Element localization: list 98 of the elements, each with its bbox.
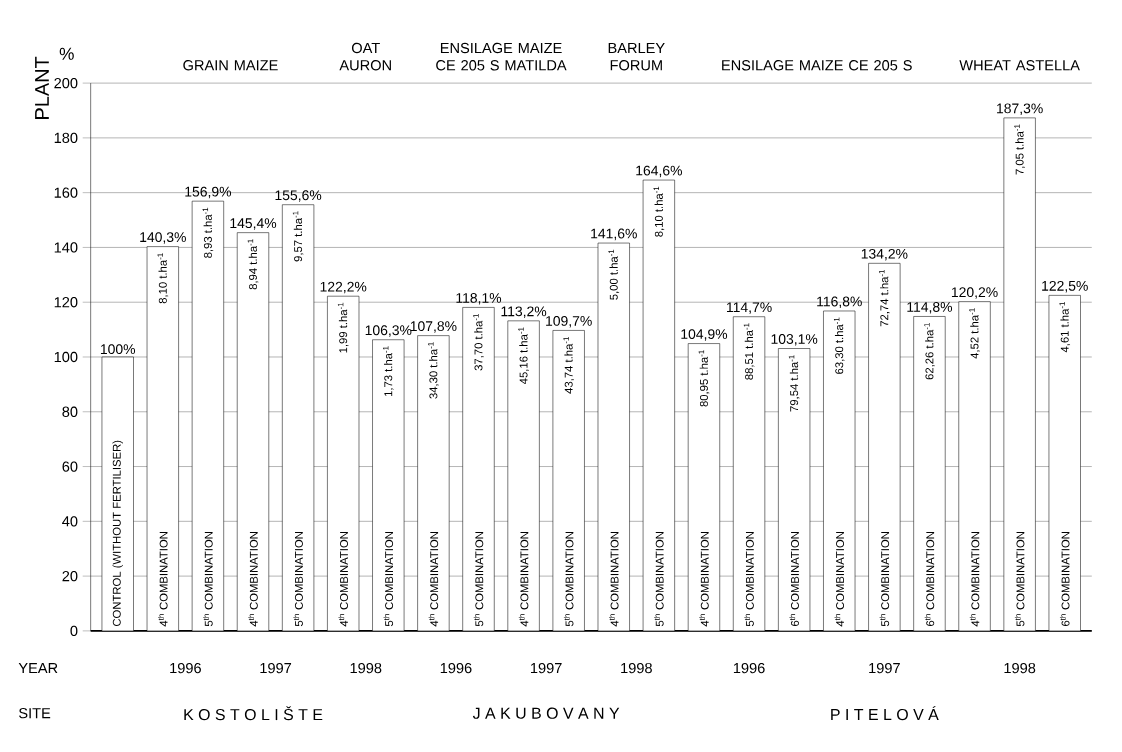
y-tick-label: 180	[54, 132, 78, 144]
annotation: 37,70 t.ha$^{-1}$	[473, 314, 484, 371]
annotation: 8,10 t.ha$^{-1}$	[157, 253, 169, 304]
text: PLANT	[35, 56, 49, 119]
x-tick-label: 5$^{th}$ COMBINATION	[293, 532, 303, 627]
x-tick-label: 4$^{th}$ COMBINATION	[518, 532, 529, 627]
annotation: 1,99 t.ha$^{-1}$	[337, 302, 349, 353]
text: 1997	[260, 663, 292, 674]
text: 1997	[869, 663, 900, 674]
annotation: 8,10 t.ha$^{-1}$	[653, 186, 665, 237]
text: ENSILAGE MAIZE CE 205 S	[722, 60, 912, 71]
annotation: 34,30 t.ha$^{-1}$	[428, 342, 439, 399]
data-label: 155,6%	[275, 190, 322, 202]
text: BARLEY FORUM	[608, 43, 665, 71]
x-tick-label: 4$^{th}$ COMBINATION	[248, 532, 258, 627]
data-label: 134,2%	[861, 249, 908, 261]
text: GRAIN MAIZE	[183, 60, 278, 71]
x-tick-label: 4$^{th}$ COMBINATION	[608, 532, 619, 627]
y-tick-label: 60	[62, 461, 78, 472]
data-label: 187,3%	[997, 103, 1043, 116]
data-label: 156,9%	[185, 186, 232, 199]
data-label: 141,6%	[591, 228, 637, 241]
annotation: 5,00 t.ha$^{-1}$	[608, 249, 620, 300]
data-label: 106,3%	[365, 325, 412, 337]
y-tick-label: 0	[70, 625, 78, 637]
data-label: 103,1%	[771, 334, 818, 346]
annotation: 9,57 t.ha$^{-1}$	[292, 211, 304, 262]
data-label: 107,8%	[410, 321, 457, 333]
data-label: 145,4%	[230, 218, 277, 230]
x-tick-label: 5$^{th}$ COMBINATION	[203, 532, 213, 627]
annotation: 8,94 t.ha$^{-1}$	[247, 239, 259, 290]
annotation: 4,52 t.ha$^{-1}$	[969, 308, 980, 359]
annotation: 79,54 t.ha$^{-1}$	[788, 355, 800, 412]
data-label: 100%	[100, 344, 136, 355]
text: 1997	[530, 663, 562, 674]
annotation: 45,16 t.ha$^{-1}$	[518, 327, 529, 385]
annotation: 43,74 t.ha$^{-1}$	[563, 337, 574, 394]
x-tick-label: 5$^{th}$ COMBINATION	[654, 532, 664, 627]
text: WHEAT ASTELLA	[959, 60, 1080, 71]
x-tick-label: 5$^{th}$ COMBINATION	[879, 532, 890, 627]
text: ENSILAGE MAIZE CE 205 S MATILDA	[436, 42, 567, 71]
x-tick-label: 5$^{th}$ COMBINATION	[744, 532, 754, 627]
text: J A K U B O V A N Y	[472, 707, 620, 719]
x-tick-label: 4$^{th}$ COMBINATION	[158, 532, 168, 627]
text: K O S T O L I Š T E	[184, 706, 323, 721]
y-tick-label: 20	[62, 571, 78, 582]
y-tick-label: 40	[62, 516, 78, 527]
annotation: 88,51 t.ha$^{-1}$	[743, 323, 755, 380]
text: 1998	[1004, 663, 1036, 674]
y-tick-label: 100	[54, 351, 78, 363]
y-tick-label: 140	[54, 242, 78, 253]
data-label: 122,2%	[320, 281, 367, 294]
text: YEAR	[18, 663, 58, 674]
x-tick-label: 4$^{th}$ COMBINATION	[834, 532, 845, 627]
data-label: 118,1%	[456, 293, 502, 305]
annotation: 72,74 t.ha$^{-1}$	[879, 270, 890, 327]
y-axis-title: %	[59, 47, 74, 60]
x-tick-label: 4$^{th}$ COMBINATION	[338, 532, 348, 627]
x-tick-label: 6$^{th}$ COMBINATION	[1059, 532, 1070, 627]
x-tick-label: 4$^{th}$ COMBINATION	[699, 532, 709, 627]
data-label: 164,6%	[636, 165, 682, 178]
data-label: 140,3%	[140, 232, 186, 244]
y-tick-label: 120	[54, 297, 78, 308]
data-label: 122,5%	[1042, 281, 1088, 293]
annotation: 80,95 t.ha$^{-1}$	[698, 350, 710, 407]
x-tick-label: 5$^{th}$ COMBINATION	[473, 532, 484, 627]
text: 1996	[170, 663, 201, 674]
text: P I T E L O V Á	[831, 706, 939, 721]
text: 1996	[440, 663, 472, 674]
annotation: 7,05 t.ha$^{-1}$	[1014, 124, 1025, 175]
y-tick-label: 160	[54, 187, 78, 198]
x-tick-label: 4$^{th}$ COMBINATION	[428, 532, 439, 627]
text: 1998	[350, 663, 382, 674]
x-tick-label: CONTROL (WITHOUT FERTILISER)	[112, 440, 123, 627]
data-label: 114,7%	[727, 302, 772, 314]
data-label: 114,8%	[907, 302, 953, 314]
annotation: 1,73 t.ha$^{-1}$	[382, 346, 394, 397]
x-tick-label: 4$^{th}$ COMBINATION	[969, 532, 980, 627]
annotation: 4,61 t.ha$^{-1}$	[1059, 302, 1071, 353]
data-label: 109,7%	[546, 316, 592, 328]
text: 1996	[733, 663, 765, 674]
y-tick-label: 80	[62, 406, 78, 418]
x-tick-label: 5$^{th}$ COMBINATION	[383, 532, 394, 627]
data-label: 113,2%	[501, 306, 547, 319]
annotation: 62,26 t.ha$^{-1}$	[924, 323, 935, 380]
x-tick-label: 5$^{th}$ COMBINATION	[1014, 532, 1025, 627]
text: OAT AURON	[339, 42, 391, 71]
data-label: 104,9%	[681, 329, 728, 341]
text: SITE	[19, 708, 51, 719]
x-tick-label: 5$^{th}$ COMBINATION	[563, 532, 574, 627]
data-label: 116,8%	[817, 296, 862, 309]
annotation: 63,30 t.ha$^{-1}$	[833, 317, 845, 374]
data-label: 120,2%	[951, 287, 998, 299]
annotation: 8,93 t.ha$^{-1}$	[202, 207, 214, 258]
y-tick-label: 200	[54, 78, 78, 89]
x-tick-label: 6$^{th}$ COMBINATION	[789, 532, 799, 627]
x-tick-label: 6$^{th}$ COMBINATION	[924, 532, 935, 627]
text: 1998	[621, 663, 652, 674]
